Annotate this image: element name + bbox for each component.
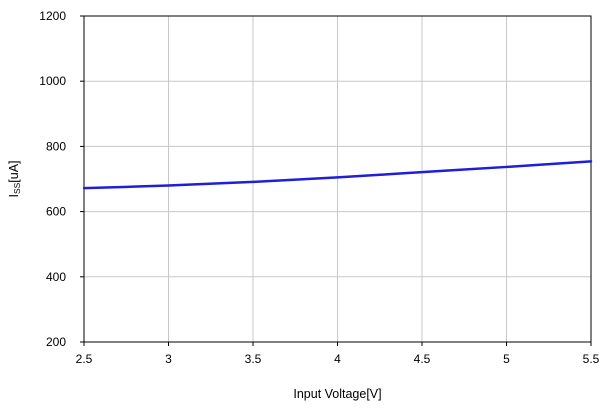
series-line [82, 160, 593, 190]
x-tick-label: 5.5 [583, 352, 600, 366]
x-tick-label: 5 [503, 352, 510, 366]
y-axis-title-suffix: [uA] [7, 160, 21, 182]
y-tick-label: 800 [46, 139, 66, 153]
x-tick-label: 2.5 [76, 352, 93, 366]
x-tick-label: 4 [334, 352, 341, 366]
y-axis-title: ISS[uA] [7, 160, 22, 197]
x-tick-label: 4.5 [414, 352, 431, 366]
x-axis-ticks: 2.5 3 3.5 4 4.5 5 5.5 [76, 342, 600, 366]
x-axis-title: Input Voltage[V] [293, 387, 381, 401]
y-tick-label: 400 [46, 270, 66, 284]
gridlines [83, 15, 592, 343]
y-axis-title-subscript: SS [12, 182, 22, 194]
x-tick-label: 3.5 [245, 352, 262, 366]
y-axis-title-main: I [7, 194, 21, 197]
x-tick-label: 3 [165, 352, 172, 366]
y-tick-label: 600 [46, 205, 66, 219]
y-tick-label: 1200 [39, 9, 66, 23]
y-tick-label: 200 [46, 335, 66, 349]
y-axis-ticks: 200 400 600 800 1000 1200 [39, 9, 84, 349]
y-tick-label: 1000 [39, 74, 66, 88]
series-layer [82, 160, 593, 190]
